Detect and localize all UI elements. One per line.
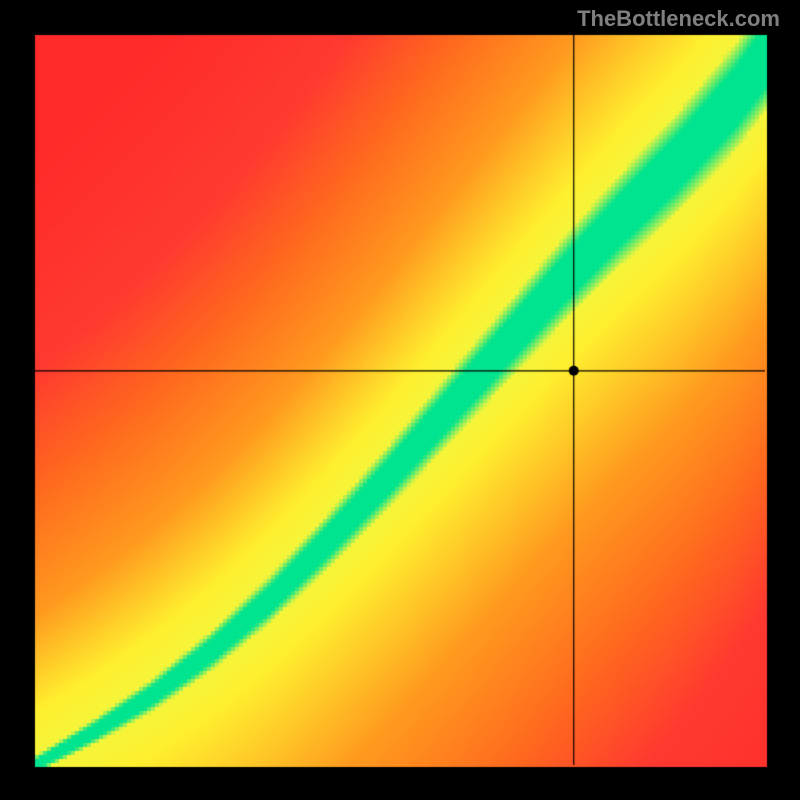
bottleneck-heatmap	[0, 0, 800, 800]
watermark-label: TheBottleneck.com	[577, 6, 780, 32]
